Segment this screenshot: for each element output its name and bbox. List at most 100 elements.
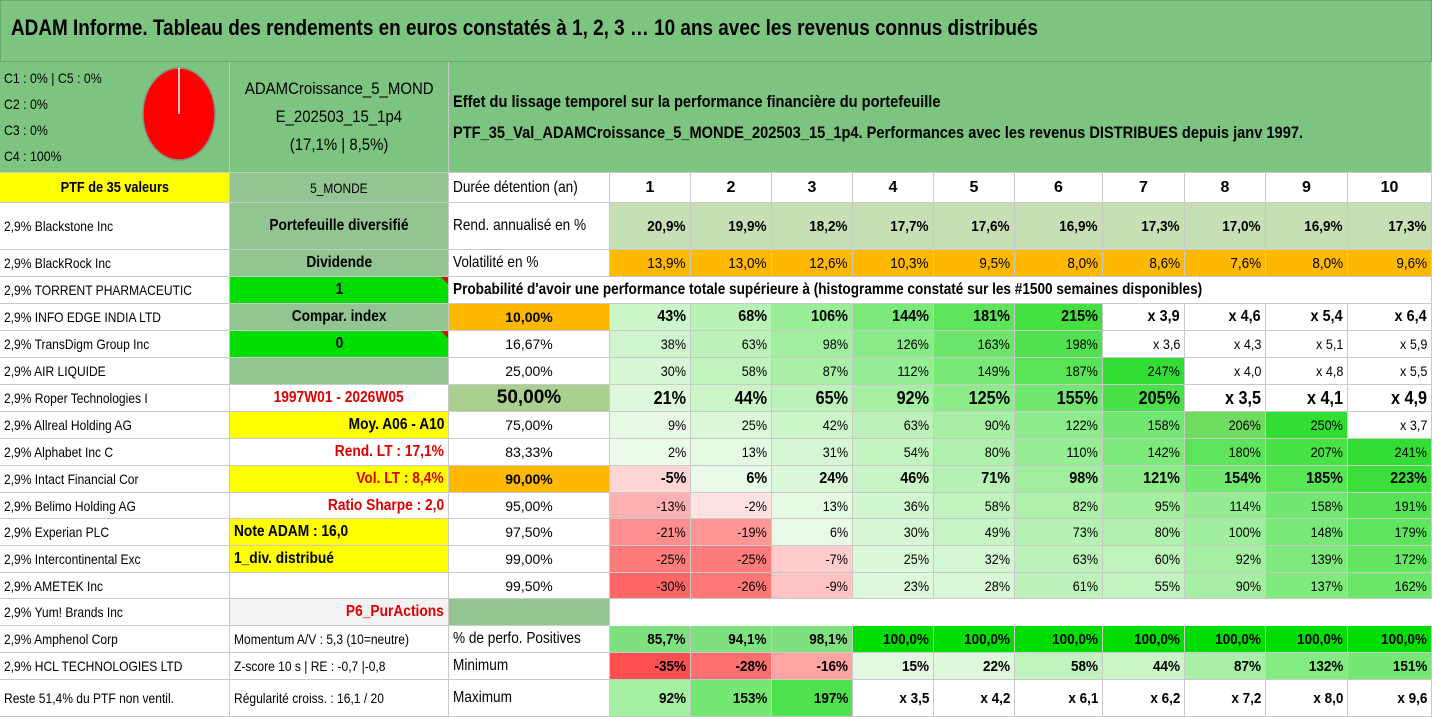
probability-value-text: 44% (734, 387, 767, 408)
probability-value-text: x 6,4 (1394, 308, 1427, 325)
probability-value-text: 28% (984, 577, 1010, 594)
probability-value-text: 191% (1394, 497, 1427, 514)
probability-value-text: 144% (892, 308, 929, 325)
probability-value-text: 185% (1306, 470, 1343, 487)
probability-value-text: 158% (1310, 497, 1343, 514)
probability-value: -25% (610, 546, 691, 573)
rend-value-text: 20,9% (647, 217, 686, 235)
probability-value-text: -25% (656, 551, 686, 567)
duration-label-text: Durée détention (an) (453, 178, 578, 196)
info-row: P6_PurActions (230, 599, 449, 626)
maximum-value: x 7,2 (1185, 680, 1266, 717)
probability-threshold-text: 25,00% (505, 363, 553, 379)
info-row-text: Portefeuille diversifié (269, 217, 409, 234)
probability-value: 158% (1266, 493, 1348, 519)
probability-value: 38% (610, 331, 691, 358)
info-row: 1 (230, 277, 449, 304)
rend-value-text: 17,7% (890, 217, 929, 235)
holding-row-text: 2,9% TransDigm Group Inc (4, 336, 150, 352)
minimum-value: 15% (853, 653, 934, 680)
year-header-text: 2 (726, 178, 736, 196)
probability-value-text: -5% (660, 470, 686, 487)
year-header: 10 (1348, 173, 1432, 203)
probability-value: 55% (1103, 573, 1185, 599)
probability-value: 6% (691, 466, 772, 493)
vol-value: 10,3% (853, 250, 934, 277)
probability-value-text: x 3,9 (1147, 308, 1180, 325)
info-row: Ratio Sharpe : 2,0 (230, 493, 449, 519)
probability-value-text: 223% (1390, 470, 1427, 487)
probability-threshold: 90,00% (449, 466, 610, 493)
probability-value: 162% (1348, 573, 1432, 599)
probability-value: 223% (1348, 466, 1432, 493)
minimum-value-text: 87% (1233, 657, 1261, 675)
info-row-text: 0 (335, 335, 343, 352)
probability-value-text: 61% (1072, 577, 1098, 594)
description-panel: Effet du lissage temporel sur la perform… (449, 62, 1432, 173)
vol-value-text: 8,0% (1312, 254, 1343, 272)
probability-value-text: 30% (660, 363, 686, 379)
probability-value-text: 25% (741, 417, 767, 433)
probability-value-text: 80% (1154, 524, 1180, 540)
probability-value-text: 180% (1228, 444, 1261, 460)
year-header: 3 (772, 173, 853, 203)
year-header: 4 (853, 173, 934, 203)
holding-row-text: 2,9% Experian PLC (4, 524, 110, 540)
probability-value: 9% (610, 412, 691, 439)
holding-row-text: 2,9% Blackstone Inc (4, 218, 114, 234)
minimum-value: -28% (691, 653, 772, 680)
probability-value-text: 241% (1394, 444, 1427, 460)
probability-value: 58% (934, 493, 1015, 519)
positive-perf-value: 98,1% (772, 626, 853, 653)
probability-value-text: 2% (667, 444, 686, 460)
positive-perf-label: % de perfo. Positives (449, 626, 610, 653)
maximum-value: x 9,6 (1348, 680, 1432, 717)
probability-value-text: x 3,6 (1152, 336, 1180, 352)
probability-value: 44% (691, 385, 772, 412)
holding-row-text: 2,9% Amphenol Corp (4, 631, 118, 647)
probability-threshold: 83,33% (449, 439, 610, 466)
probability-value-text: x 5,5 (1399, 363, 1427, 379)
probability-value: 144% (853, 304, 934, 331)
probability-value: x 5,5 (1348, 358, 1432, 385)
minimum-value-text: -16% (816, 657, 848, 675)
maximum-label: Maximum (449, 680, 610, 717)
probability-value: 125% (934, 385, 1015, 412)
info-row-text: Momentum A/V : 5,3 (10=neutre) (234, 631, 410, 647)
year-header-text: 9 (1302, 178, 1311, 196)
maximum-value-text: 92% (658, 689, 686, 707)
probability-value-text: 42% (822, 417, 848, 433)
probability-value-text: 80% (984, 444, 1010, 460)
probability-value: 215% (1015, 304, 1103, 331)
probability-value: x 6,4 (1348, 304, 1432, 331)
probability-value-text: 158% (1147, 417, 1180, 433)
probability-value-text: x 5,4 (1310, 308, 1343, 325)
positive-perf-value-text: 100,0% (1052, 630, 1098, 648)
rend-value-text: 17,3% (1141, 217, 1180, 235)
probability-threshold-text: 16,67% (505, 336, 553, 352)
probability-threshold-text: 97,50% (505, 524, 553, 540)
year-header-text: 5 (969, 178, 979, 196)
vol-value-text: 9,5% (979, 254, 1010, 272)
info-row: Moy. A06 - A10 (230, 412, 449, 439)
positive-perf-value: 85,7% (610, 626, 691, 653)
probability-threshold: 99,00% (449, 546, 610, 573)
rend-label-text: Rend. annualisé en % (453, 217, 587, 234)
info-row: 0 (230, 331, 449, 358)
minimum-value-text: 44% (1152, 657, 1180, 675)
holding-row-text: 2,9% Alphabet Inc C (4, 444, 114, 460)
rend-value: 16,9% (1266, 203, 1348, 250)
zone-label: 5_MONDE (230, 173, 449, 203)
probability-value: 250% (1266, 412, 1348, 439)
year-header-text: 1 (645, 178, 655, 196)
info-row-text: Compar. index (291, 308, 387, 325)
probability-value-text: 181% (973, 308, 1010, 325)
probability-value-text: 247% (1147, 363, 1180, 379)
probability-value: 106% (772, 304, 853, 331)
info-row-text: 1 (335, 281, 343, 298)
probability-value: 148% (1266, 519, 1348, 546)
probability-value-text: 106% (811, 308, 848, 325)
probability-value: 58% (691, 358, 772, 385)
probability-value-text: 65% (815, 387, 848, 408)
year-header-text: 6 (1054, 178, 1063, 196)
